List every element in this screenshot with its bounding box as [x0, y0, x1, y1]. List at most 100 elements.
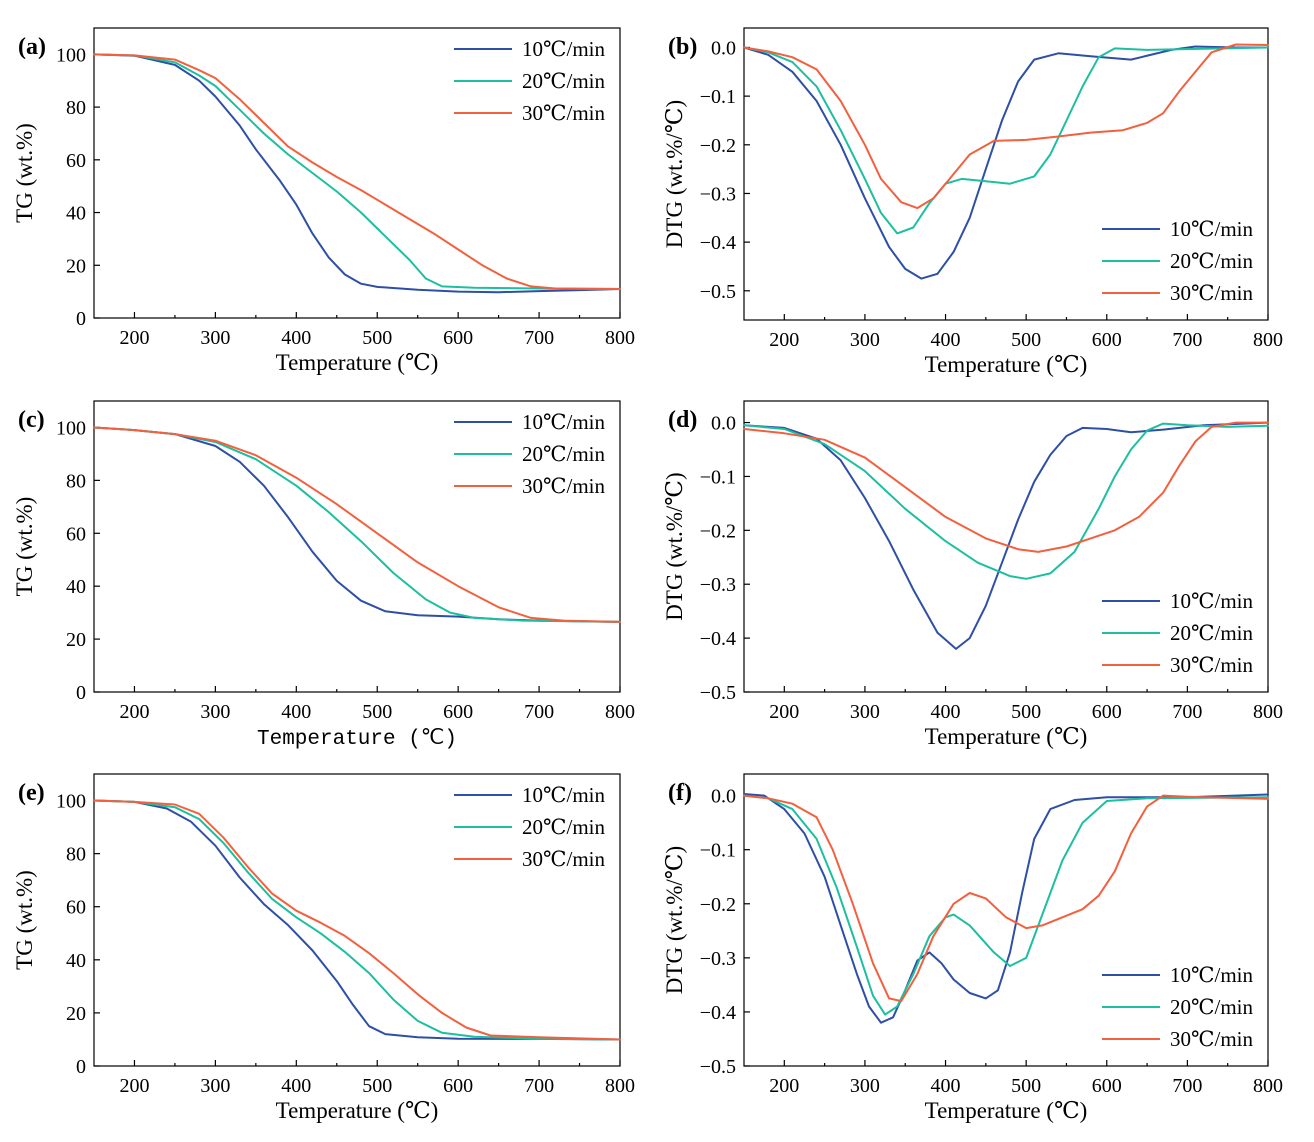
x-tick-label: 300: [850, 1075, 880, 1097]
legend-label: 30℃/min: [522, 101, 605, 125]
y-tick-label: 60: [66, 897, 86, 919]
panel-a: 200 300 400 500 600 700 800 0 20 40 60 80 100 Tempera…: [12, 27, 635, 375]
y-tick-label: −0.3: [700, 574, 736, 596]
y-tick-label: 60: [66, 150, 86, 172]
legend-label: 30℃/min: [522, 847, 605, 871]
legend-label: 20℃/min: [1170, 995, 1253, 1019]
y-axis-label: DTG (wt.%/℃): [662, 846, 687, 994]
plot-frame: [743, 773, 1269, 1067]
x-tick-label: 800: [1253, 1075, 1283, 1097]
legend-label: 30℃/min: [1170, 1027, 1253, 1051]
x-tick-label: 300: [200, 327, 230, 349]
panel-label: (a): [18, 34, 46, 60]
series-line-30: [743, 421, 1269, 553]
y-tick-label: −0.1: [700, 840, 736, 862]
y-axis-label: DTG (wt.%/℃): [662, 100, 687, 248]
y-tick-label: −0.3: [700, 948, 736, 970]
y-tick-label: 0.0: [711, 786, 736, 808]
x-tick-label: 800: [605, 701, 635, 723]
panel-e: 200 300 400 500 600 700 800 0 20 40 60 80 100 Tempera…: [12, 773, 635, 1123]
y-tick-label: −0.4: [700, 1002, 736, 1024]
x-tick-label: 500: [1011, 701, 1041, 723]
y-tick-label: 20: [66, 255, 86, 277]
y-tick-label: −0.1: [700, 86, 736, 108]
y-tick-label: −0.5: [700, 1056, 736, 1078]
panel-label: (f): [668, 780, 692, 806]
series-line-10: [743, 421, 1269, 650]
legend-label: 10℃/min: [522, 783, 605, 807]
series-line-10: [743, 45, 1269, 280]
legend-label: 30℃/min: [1170, 653, 1253, 677]
x-tick-label: 200: [769, 1075, 799, 1097]
x-tick-label: 600: [1092, 701, 1122, 723]
panel-c: 200 300 400 500 600 700 800 0 20 40 60 80 100 Tempera…: [12, 400, 635, 751]
legend-label: 10℃/min: [1170, 963, 1253, 987]
y-tick-label: −0.1: [700, 466, 736, 488]
y-tick-label: −0.4: [700, 232, 736, 254]
x-tick-label: 200: [769, 329, 799, 351]
legend-label: 30℃/min: [522, 474, 605, 498]
panel-f: 200 300 400 500 600 700 800 −0.5 −0.4 −0.3 −0.2 −0.…: [662, 773, 1283, 1123]
x-tick-label: 500: [1011, 1075, 1041, 1097]
legend-label: 20℃/min: [522, 815, 605, 839]
plot-frame: [93, 400, 621, 693]
x-tick-label: 800: [1253, 701, 1283, 723]
x-tick-label: 300: [200, 701, 230, 723]
y-axis-label: TG (wt.%): [12, 497, 37, 597]
x-tick-label: 600: [443, 1075, 473, 1097]
y-tick-label: 0: [76, 682, 86, 704]
y-tick-label: 0: [76, 308, 86, 330]
x-tick-label: 400: [931, 701, 961, 723]
panel-label: (c): [18, 407, 45, 433]
legend-label: 20℃/min: [522, 69, 605, 93]
x-tick-label: 400: [281, 701, 311, 723]
x-tick-label: 200: [769, 701, 799, 723]
x-tick-label: 500: [362, 1075, 392, 1097]
x-tick-label: 700: [1172, 329, 1202, 351]
plot-frame: [93, 27, 621, 319]
y-tick-label: −0.3: [700, 183, 736, 205]
y-tick-label: 20: [66, 629, 86, 651]
y-axis-label: DTG (wt.%/℃): [662, 472, 687, 620]
x-tick-label: 200: [119, 1075, 149, 1097]
panel-label: (e): [18, 780, 45, 806]
x-tick-label: 700: [524, 1075, 554, 1097]
y-tick-label: 20: [66, 1003, 86, 1025]
panel-b: 200 300 400 500 600 700 800 −0.5 −0.4 −0.3 −0.2 −0.…: [662, 27, 1283, 377]
x-axis-label: Temperature (℃): [276, 1098, 439, 1123]
y-tick-label: 40: [66, 576, 86, 598]
x-tick-label: 700: [524, 327, 554, 349]
y-tick-label: 80: [66, 844, 86, 866]
x-tick-label: 300: [200, 1075, 230, 1097]
y-tick-label: 0.0: [711, 37, 736, 59]
legend-label: 20℃/min: [1170, 249, 1253, 273]
y-tick-label: 40: [66, 203, 86, 225]
panel-label: (b): [668, 34, 697, 60]
x-tick-label: 600: [1092, 329, 1122, 351]
y-tick-label: −0.5: [700, 682, 736, 704]
series-line-10: [93, 799, 621, 1041]
x-tick-label: 700: [524, 701, 554, 723]
series-line-20: [93, 799, 621, 1041]
x-tick-label: 200: [119, 701, 149, 723]
y-tick-label: −0.4: [700, 628, 736, 650]
x-tick-label: 300: [850, 701, 880, 723]
x-tick-label: 300: [850, 329, 880, 351]
y-tick-label: 60: [66, 523, 86, 545]
x-tick-label: 400: [281, 1075, 311, 1097]
y-axis-label: TG (wt.%): [12, 123, 37, 223]
plot-frame: [743, 27, 1269, 321]
x-tick-label: 500: [362, 327, 392, 349]
series-line-30: [743, 43, 1269, 210]
x-tick-label: 400: [281, 327, 311, 349]
legend-label: 10℃/min: [1170, 217, 1253, 241]
legend-label: 20℃/min: [1170, 621, 1253, 645]
plot-frame: [743, 400, 1269, 693]
y-tick-label: 100: [56, 417, 86, 439]
y-tick-label: 0.0: [711, 413, 736, 435]
x-tick-label: 700: [1172, 1075, 1202, 1097]
legend-label: 10℃/min: [522, 37, 605, 61]
y-tick-label: 100: [56, 791, 86, 813]
y-tick-label: 80: [66, 470, 86, 492]
